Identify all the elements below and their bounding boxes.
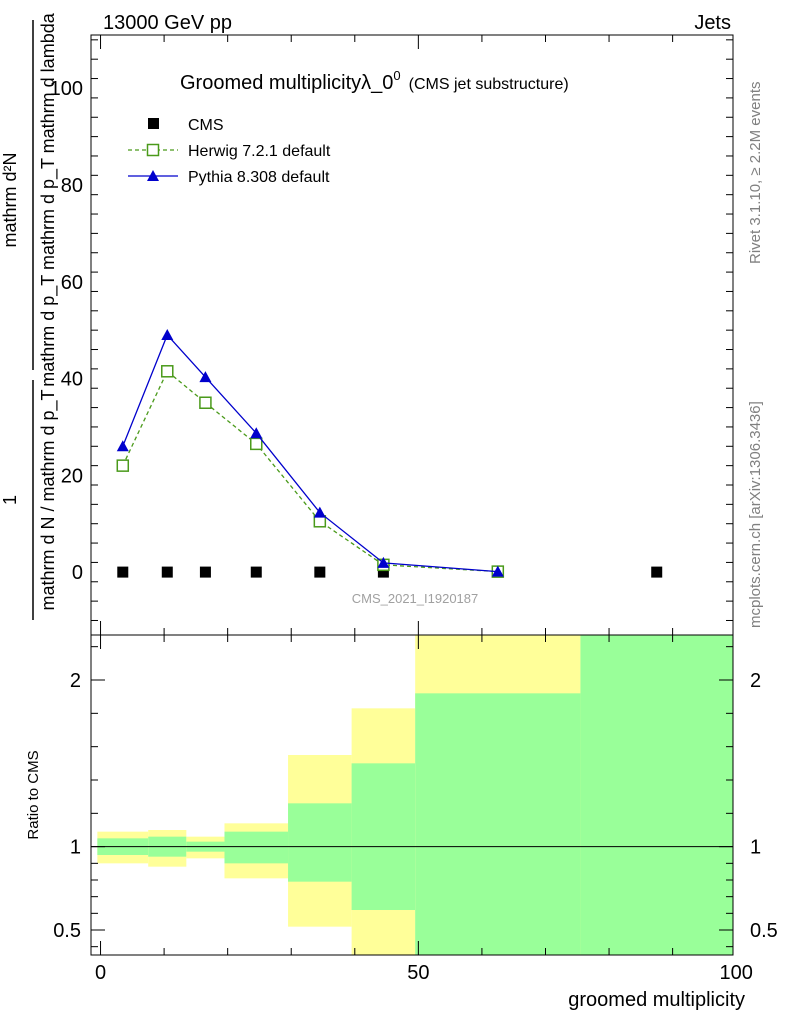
rivet-version-label: Rivet 3.1.10, ≥ 2.2M events <box>747 82 764 265</box>
svg-text:Groomed multiplicityλ_00(CMS j: Groomed multiplicityλ_00 (CMS jet substru… <box>180 68 569 94</box>
mcplots-label: mcplots.cern.ch [arXiv:1306.3436] <box>747 401 764 628</box>
legend-cms-label: CMS <box>188 117 224 134</box>
ylabel-denominator: mathrm d p_T mathrm d p_T mathrm d lambd… <box>38 12 59 386</box>
data-point-pythia <box>377 556 390 568</box>
data-point-cms <box>314 566 326 578</box>
data-point-cms <box>117 566 129 578</box>
plot-title-suffix: (CMS jet substructure) <box>409 76 569 93</box>
legend-herwig-label: Herwig 7.2.1 default <box>188 143 331 160</box>
legend-pythia-label: Pythia 8.308 default <box>188 169 330 186</box>
data-point-cms <box>651 566 663 578</box>
x-tick-label: 0 <box>95 962 106 984</box>
y-tick-label: 60 <box>61 272 83 294</box>
ratio-y-tick-label-right: 1 <box>750 837 761 859</box>
header-jets-label: Jets <box>694 12 731 34</box>
ratio-plot-panel: 0.5 0.5 1 1 2 2 0 50 100 <box>53 634 778 984</box>
data-point-herwig <box>161 365 174 378</box>
ratio-y-tick-label-left: 2 <box>70 670 81 692</box>
data-point-pythia <box>116 440 129 452</box>
ratio-ylabel: Ratio to CMS <box>25 750 42 839</box>
series-line <box>122 370 498 573</box>
legend-pythia-marker <box>147 170 159 181</box>
ylabel-prefix-denominator: mathrm d N / mathrm d p_T <box>38 389 59 610</box>
data-point-cms <box>161 566 173 578</box>
main-plot-panel: 0 20 40 60 80 100 <box>50 34 734 636</box>
main-ylabel: 1 mathrm d N / mathrm d p_T mathrm d²N m… <box>0 12 59 620</box>
x-axis-label: groomed multiplicity <box>568 989 745 1011</box>
y-tick-label: 80 <box>61 175 83 197</box>
y-tick-label: 20 <box>61 465 83 487</box>
series-line <box>122 333 498 573</box>
data-point-herwig <box>250 437 263 451</box>
ylabel-prefix-numerator: 1 <box>0 495 20 505</box>
ratio-band-inner <box>415 693 581 955</box>
data-point-herwig <box>199 396 212 409</box>
ratio-band-inner <box>580 635 733 955</box>
ratio-y-tick-label-left: 1 <box>70 837 81 859</box>
y-tick-label: 0 <box>72 562 83 584</box>
plot-title: Groomed multiplicityλ_00 (CMS jet substru… <box>180 68 569 94</box>
y-tick-label: 100 <box>50 78 83 100</box>
header-collision-label: 13000 GeV pp <box>103 12 232 34</box>
ratio-y-tick-label-left: 0.5 <box>53 920 81 942</box>
data-point-pythia <box>491 565 504 577</box>
data-point-pythia <box>313 506 326 518</box>
y-tick-label: 40 <box>61 369 83 391</box>
plot-title-main: Groomed multiplicityλ_0 <box>180 72 393 94</box>
ylabel-numerator: mathrm d²N <box>0 152 20 247</box>
ratio-y-tick-label-right: 0.5 <box>750 920 778 942</box>
data-point-cms <box>377 566 389 578</box>
ratio-band-inner <box>288 803 352 882</box>
data-point-pythia <box>199 371 212 383</box>
data-point-cms <box>199 566 211 578</box>
ratio-plot-frame <box>90 634 734 956</box>
x-tick-label: 100 <box>719 962 752 984</box>
ratio-band-inner <box>224 831 289 864</box>
x-tick-label: 50 <box>407 962 429 984</box>
analysis-watermark: CMS_2021_I1920187 <box>352 591 479 606</box>
ratio-band-inner <box>351 763 416 910</box>
data-point-cms <box>250 566 262 578</box>
data-point-pythia <box>161 329 174 340</box>
legend-herwig-marker <box>146 143 160 157</box>
data-point-herwig <box>116 459 130 472</box>
plot-title-sup: 0 <box>393 68 400 83</box>
legend-cms-marker <box>148 118 159 129</box>
legend: CMS Herwig 7.2.1 default Pythia 8.308 de… <box>128 117 331 186</box>
data-point-pythia <box>250 427 263 439</box>
ratio-y-tick-label-right: 2 <box>750 670 761 692</box>
